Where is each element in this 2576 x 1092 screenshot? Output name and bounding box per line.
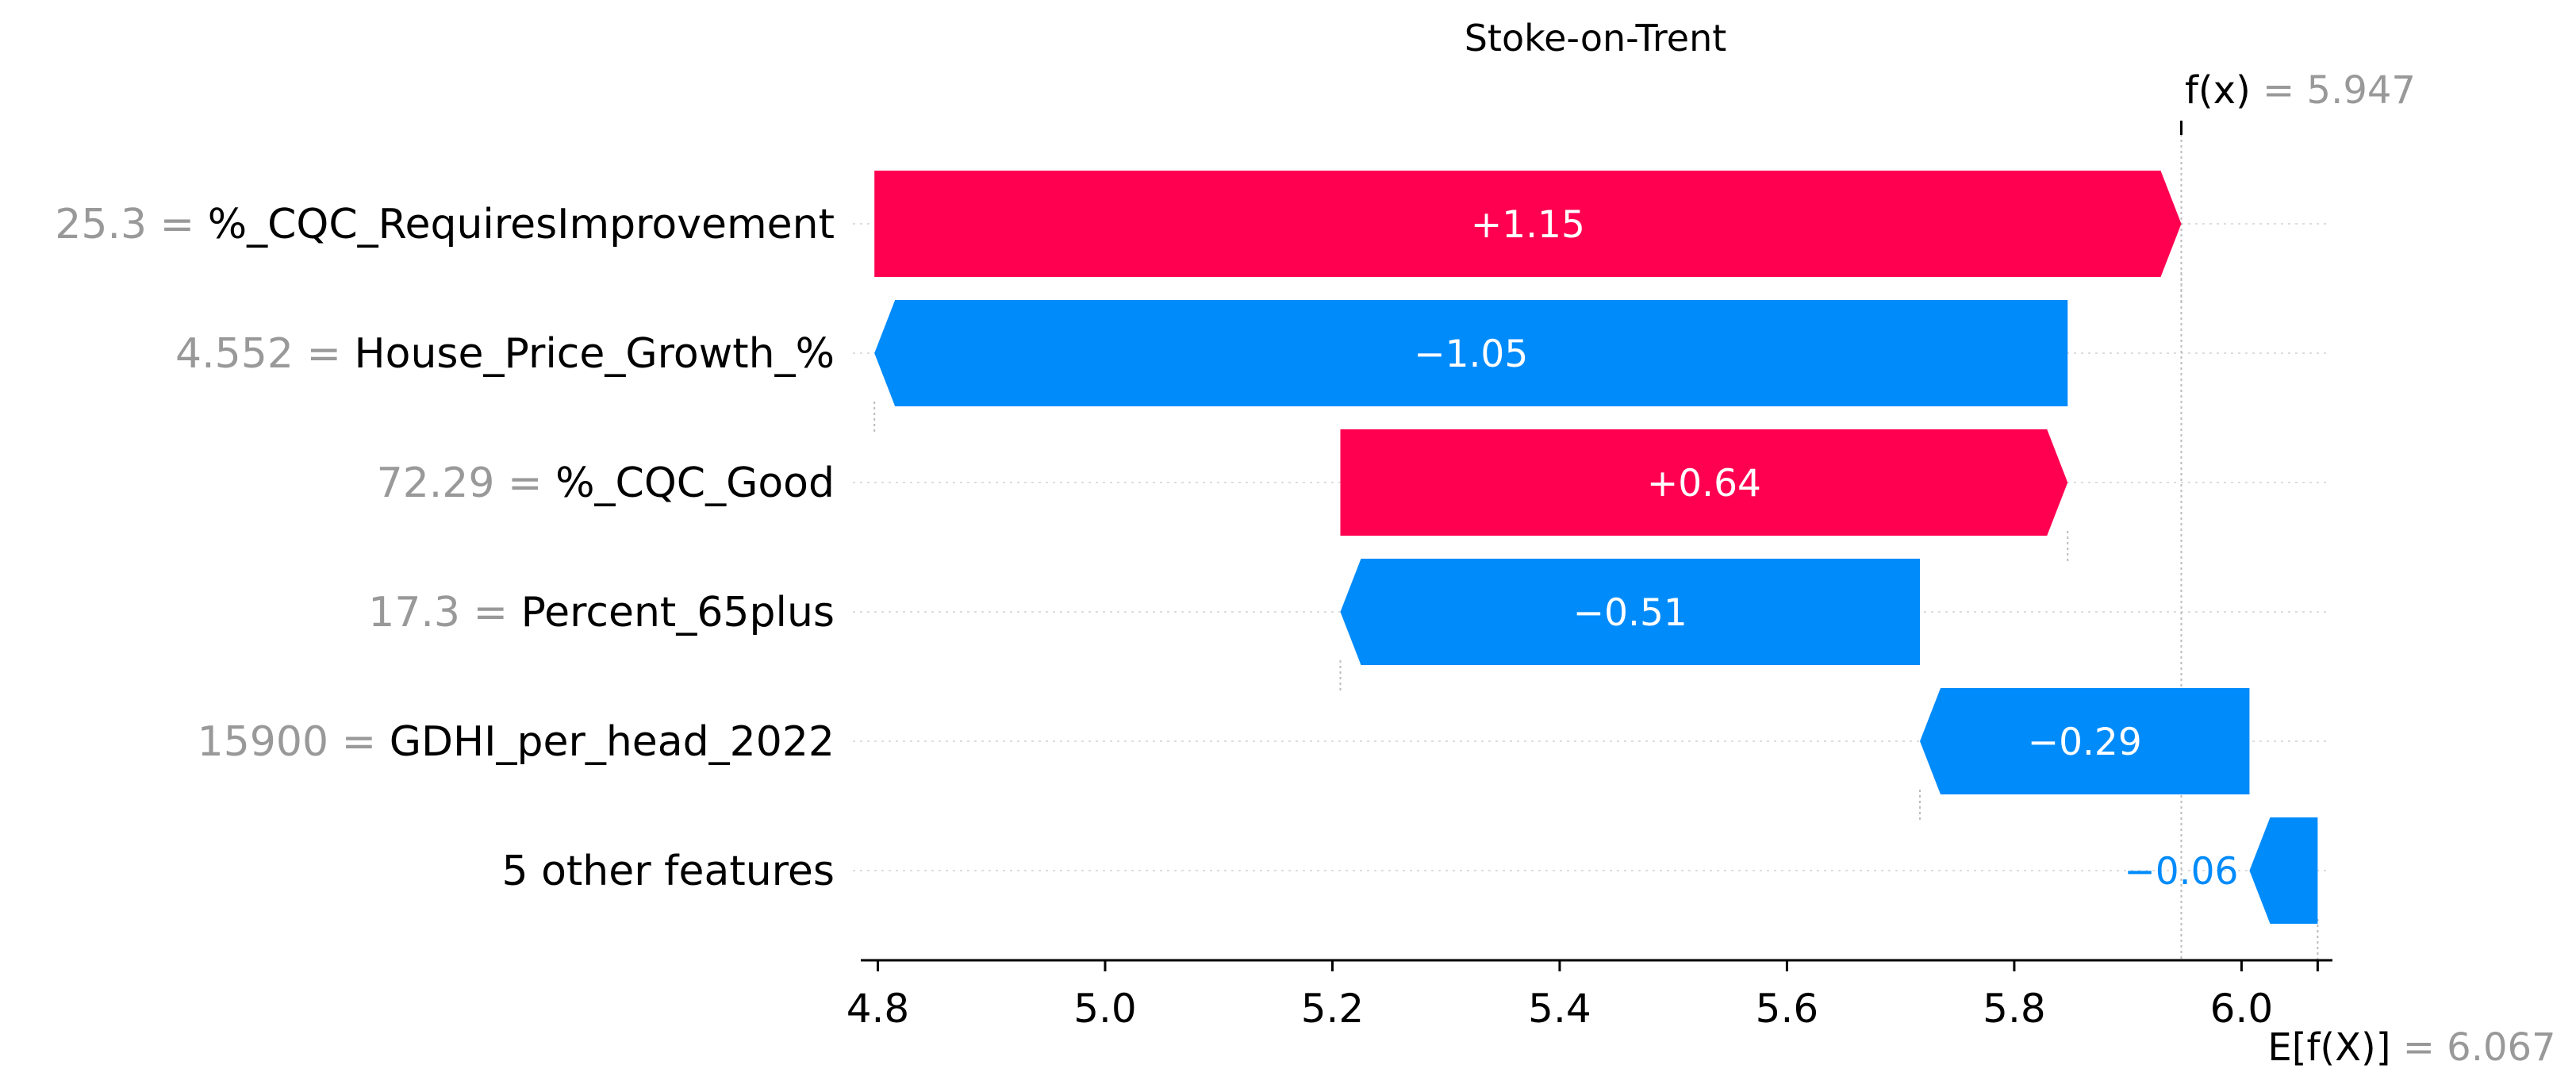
base-value-annotation: E[f(X)] = 6.067 — [2267, 1025, 2555, 1070]
feature-value: 72.29 = — [377, 459, 556, 507]
bars: +1.15 −1.05 +0.64 −0.51 −0.29 −0.06 — [874, 171, 2318, 924]
feature-name: Percent_65plus — [521, 589, 835, 636]
bar-5 — [1920, 688, 2250, 794]
bar-2 — [874, 300, 2068, 406]
base-value-expr: E[f(X)] — [2267, 1025, 2402, 1070]
x-tick-label: 5.2 — [1301, 986, 1365, 1032]
feature-label: 17.3 = Percent_65plus — [368, 589, 835, 636]
connector-lines — [873, 123, 2319, 960]
x-tick-label: 5.6 — [1756, 986, 1819, 1032]
x-tick-label: 4.8 — [847, 986, 910, 1032]
bar-label: +0.64 — [1647, 462, 1761, 506]
output-value-expr: f(x) — [2185, 68, 2263, 113]
bar-1 — [874, 171, 2182, 277]
feature-name: %_CQC_RequiresImprovement — [208, 201, 835, 248]
bar-label: −0.06 — [2124, 850, 2238, 894]
feature-label: 25.3 = %_CQC_RequiresImprovement — [55, 201, 835, 248]
x-axis: 4.8 5.0 5.2 5.4 5.6 5.8 6.0 — [847, 959, 2332, 1032]
feature-value: 17.3 = — [368, 589, 520, 636]
feature-name: 5 other features — [501, 848, 835, 895]
x-tick-label: 5.4 — [1528, 986, 1591, 1032]
bar-6 — [2249, 817, 2318, 924]
feature-name: House_Price_Growth_% — [355, 330, 835, 378]
output-value-number: = 5.947 — [2263, 68, 2416, 113]
feature-label: 72.29 = %_CQC_Good — [377, 459, 835, 507]
x-tick-label: 6.0 — [2210, 986, 2274, 1032]
bar-label: −1.05 — [1414, 333, 1528, 376]
bar-label: −0.51 — [1573, 591, 1687, 635]
chart-title: Stoke-on-Trent — [1465, 17, 1727, 60]
x-tick-label: 5.0 — [1073, 986, 1137, 1032]
base-value-number: = 6.067 — [2403, 1025, 2556, 1070]
value-annotations: f(x) = 5.947 E[f(X)] = 6.067 — [2179, 68, 2556, 1070]
feature-value: 15900 = — [198, 718, 390, 766]
feature-label: 15900 = GDHI_per_head_2022 — [198, 718, 835, 766]
feature-label: 4.552 = House_Price_Growth_% — [175, 330, 835, 378]
bar-label: +1.15 — [1471, 203, 1585, 247]
bar-3 — [1340, 429, 2068, 536]
feature-label: 5 other features — [501, 848, 835, 895]
bar-4 — [1340, 559, 1921, 665]
feature-value: 4.552 = — [175, 330, 355, 378]
bar-label: −0.29 — [2028, 721, 2142, 764]
output-value-annotation: f(x) = 5.947 — [2185, 68, 2416, 113]
feature-labels: 25.3 = %_CQC_RequiresImprovement 4.552 = … — [55, 201, 835, 895]
feature-name: GDHI_per_head_2022 — [390, 718, 835, 766]
feature-value: 25.3 = — [55, 201, 207, 248]
feature-name: %_CQC_Good — [555, 459, 835, 507]
x-tick-label: 5.8 — [1983, 986, 2046, 1032]
